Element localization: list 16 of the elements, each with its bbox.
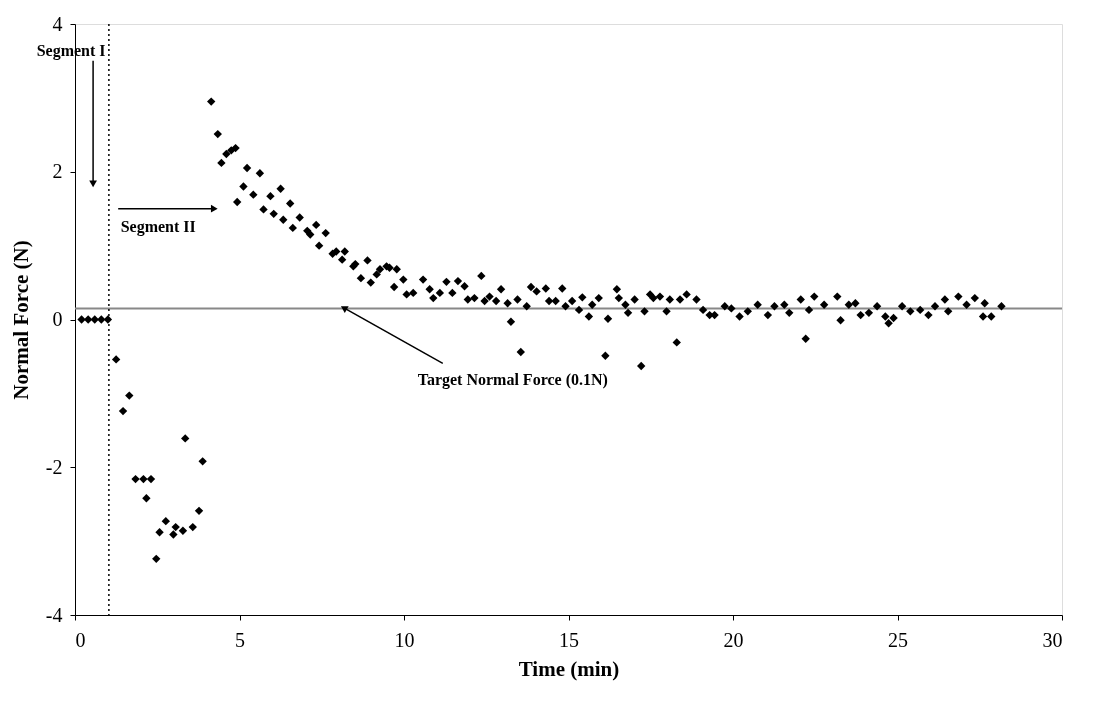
x-tick-label: 30 — [1042, 628, 1063, 651]
x-tick-label: 10 — [394, 628, 415, 651]
y-tick-label: 0 — [52, 308, 63, 330]
x-tick-label: 15 — [559, 628, 579, 651]
annotation: Segment II — [120, 217, 196, 236]
y-tick-label: -2 — [45, 455, 63, 478]
x-tick-label: 25 — [888, 628, 908, 651]
y-tick-label: 2 — [52, 160, 63, 183]
x-tick-label: 20 — [723, 628, 744, 651]
y-tick-label: 4 — [52, 12, 63, 35]
y-tick-label: -4 — [45, 603, 63, 626]
y-axis-title: Normal Force (N) — [8, 240, 33, 400]
annotation: Target Normal Force (0.1N) — [417, 371, 608, 390]
x-tick-label: 0 — [75, 628, 86, 651]
x-axis-title: Time (min) — [518, 656, 620, 681]
x-tick-label: 5 — [235, 628, 245, 651]
